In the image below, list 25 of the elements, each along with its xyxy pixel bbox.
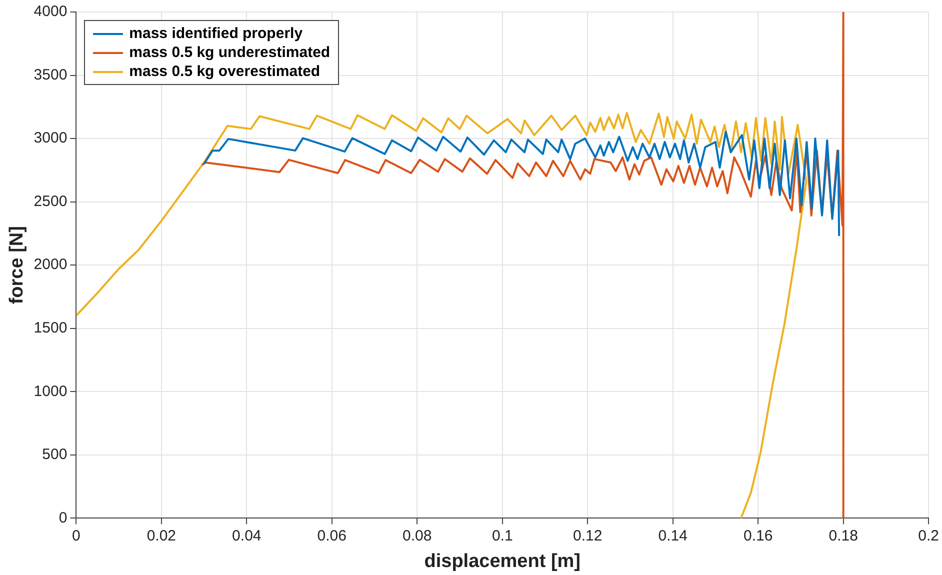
y-tick-label: 2500 (34, 192, 68, 210)
y-tick-label: 1000 (34, 382, 68, 400)
y-tick-label: 500 (42, 446, 68, 464)
x-tick-label: 0.08 (402, 527, 432, 544)
x-tick-label: 0.16 (743, 527, 773, 544)
legend-label: mass 0.5 kg overestimated (129, 63, 320, 80)
x-tick-label: 0.04 (232, 527, 262, 544)
legend-label: mass 0.5 kg underestimated (129, 44, 330, 61)
y-tick-label: 0 (58, 509, 68, 526)
x-tick-label: 0.12 (573, 527, 602, 544)
y-tick-label: 3000 (34, 130, 68, 147)
x-tick-label: 0.1 (492, 527, 513, 544)
x-axis-title: displacement [m] (424, 550, 581, 572)
x-tick-label: 0.02 (146, 527, 176, 544)
y-tick-label: 1500 (34, 320, 68, 337)
y-axis-title: force [N] (6, 226, 28, 304)
y-tick-label: 4000 (34, 3, 68, 20)
x-tick-label: 0.18 (828, 527, 858, 544)
x-tick-label: 0.14 (658, 527, 688, 544)
x-tick-label: 0.2 (918, 527, 940, 544)
x-tick-label: 0 (72, 527, 80, 544)
y-tick-label: 3500 (34, 66, 68, 84)
x-tick-label: 0.06 (317, 527, 346, 544)
legend-label: mass identified properly (129, 25, 303, 42)
y-tick-label: 2000 (34, 256, 68, 274)
